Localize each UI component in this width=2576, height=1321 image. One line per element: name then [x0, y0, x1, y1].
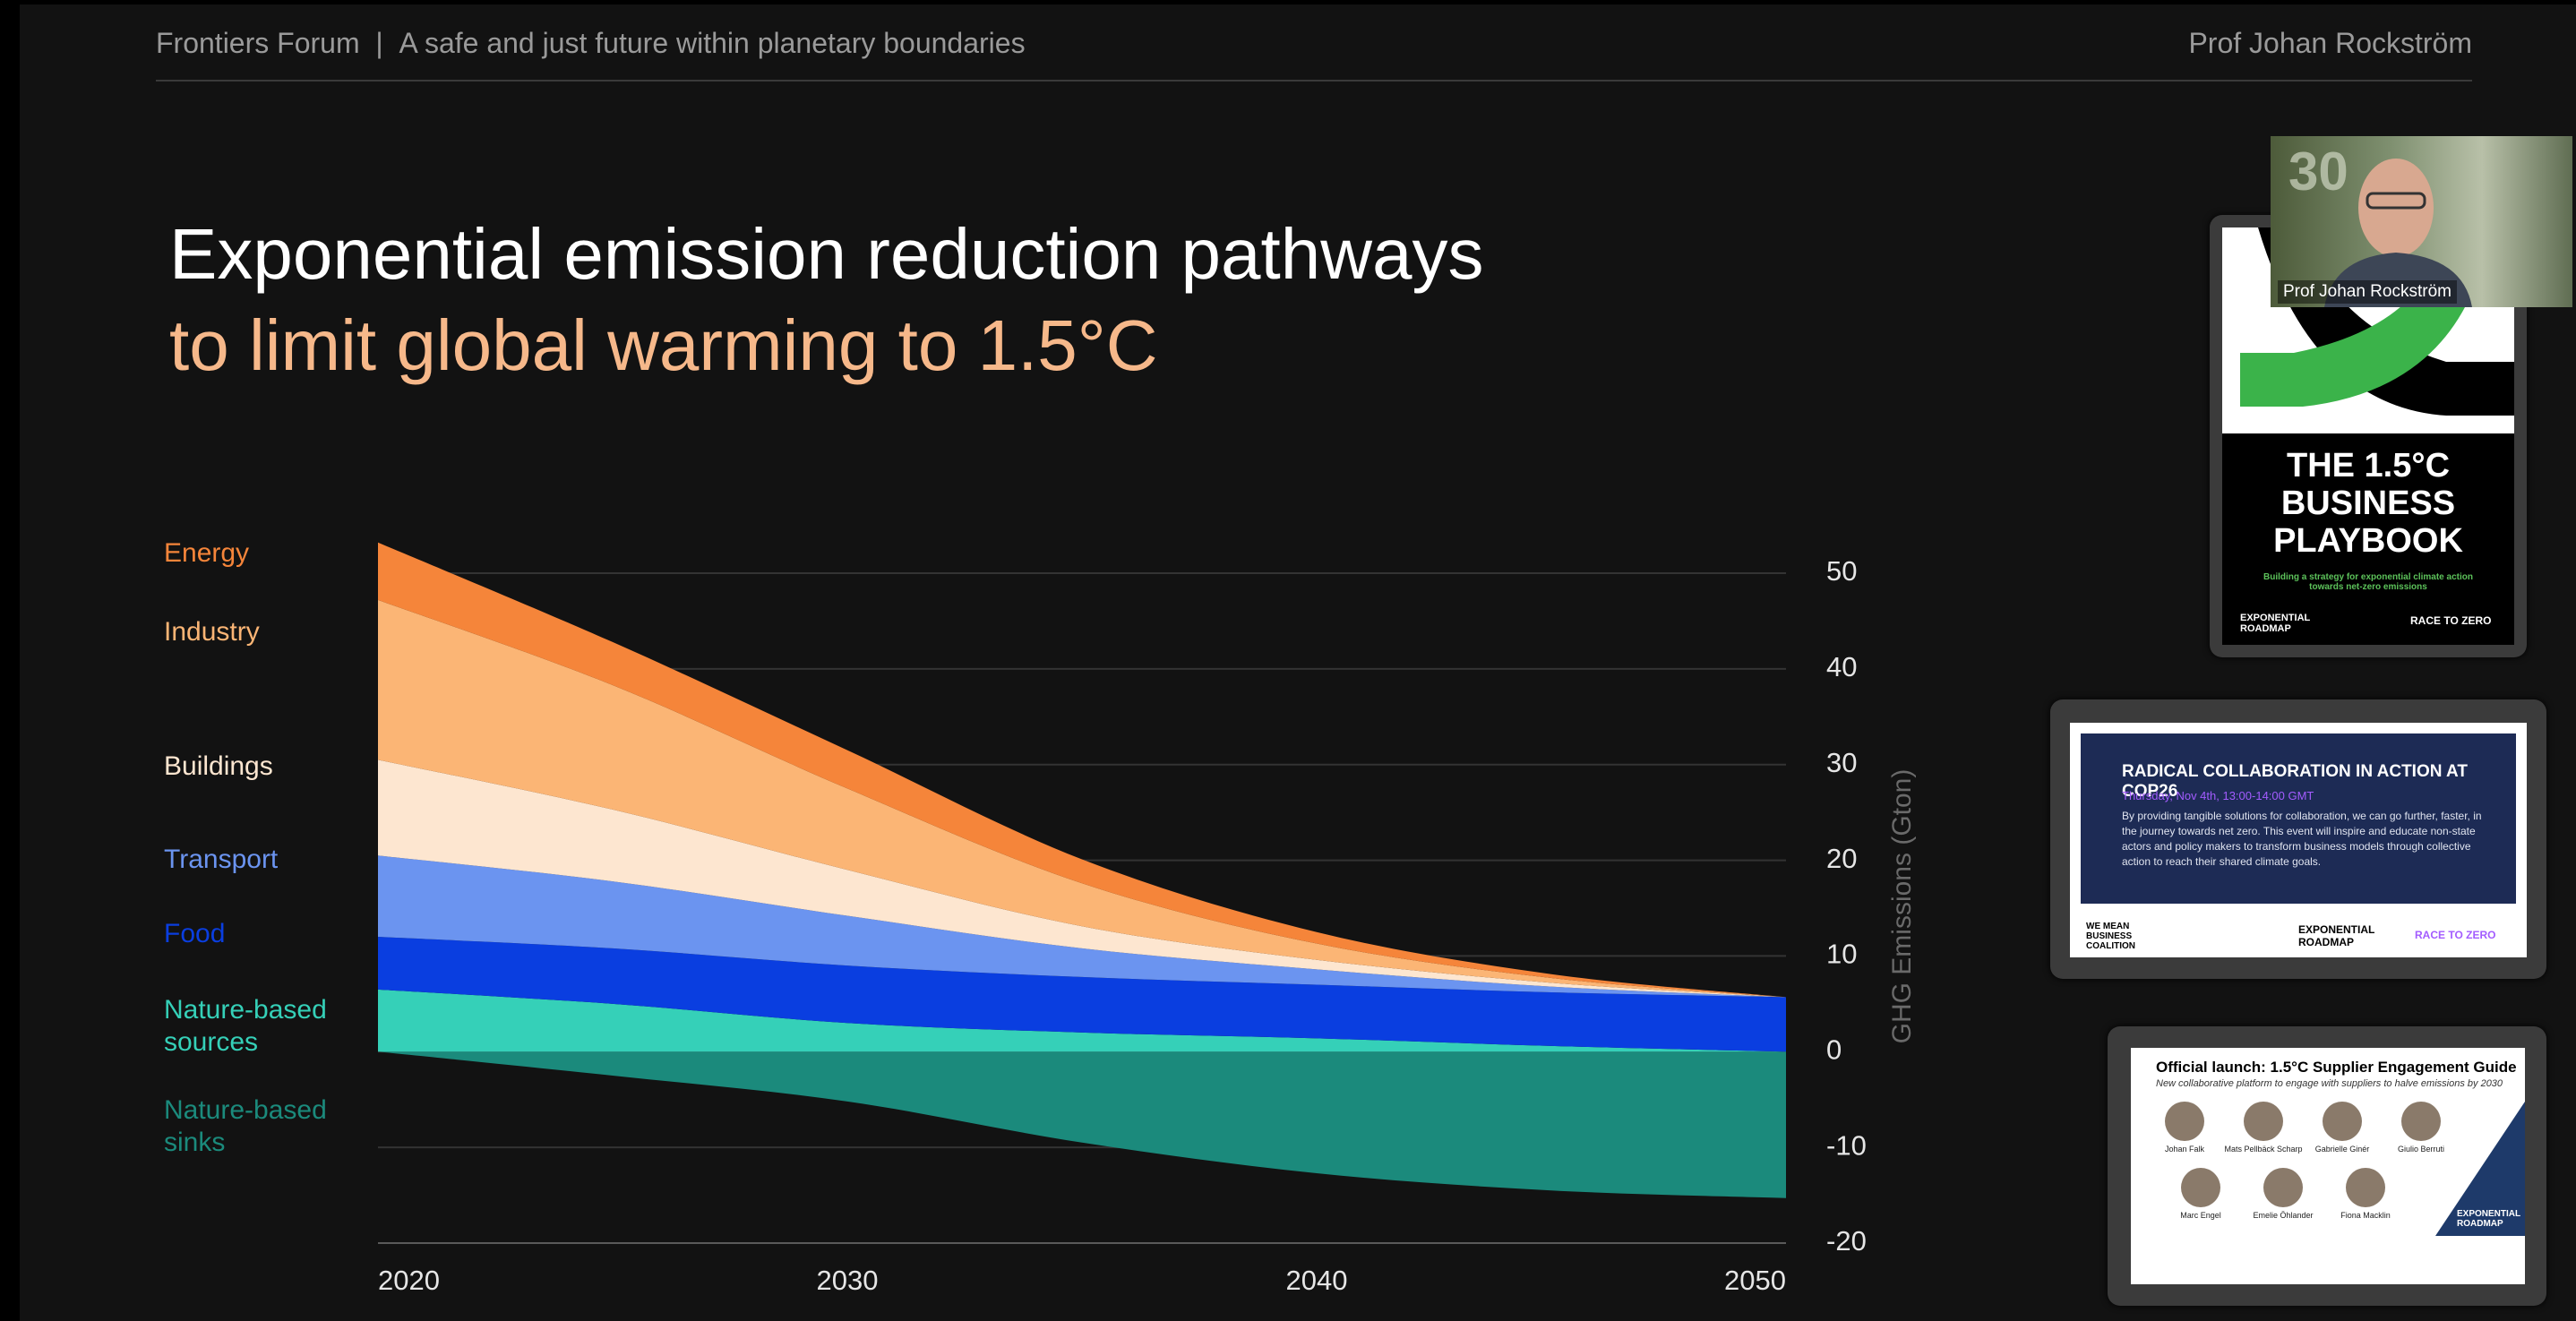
logo-text: RACE TO ZERO	[2415, 929, 2496, 941]
legend-label: Energy	[164, 538, 250, 568]
area	[378, 855, 1786, 998]
brand-text: EXPONENTIAL ROADMAP	[2457, 1209, 2520, 1229]
background-decoration: 30	[2288, 142, 2348, 202]
area	[378, 937, 1786, 1052]
speaker-photo	[2263, 1168, 2303, 1207]
y-tick-label: 20	[1826, 843, 1857, 874]
area	[378, 599, 1786, 998]
legend-label: Nature-based sources	[164, 995, 327, 1057]
x-tick-label: 2030	[817, 1265, 879, 1296]
speaker-photo	[2165, 1102, 2204, 1141]
cop26-card: RADICAL COLLABORATION IN ACTION AT COP26…	[2050, 699, 2546, 979]
supplier-subtitle: New collaborative platform to engage wit…	[2156, 1078, 2503, 1089]
x-tick-label: 2040	[1286, 1265, 1348, 1296]
x-tick-label: 2020	[378, 1265, 440, 1296]
speaker-photo	[2244, 1102, 2283, 1141]
video-person: 30	[2288, 142, 2472, 307]
playbook-title: THE 1.5°C BUSINESS PLAYBOOK	[2222, 447, 2514, 560]
y-tick-label: -20	[1826, 1225, 1867, 1257]
legend-label: Nature-based sinks	[164, 1095, 327, 1157]
supplier-title: Official launch: 1.5°C Supplier Engageme…	[2156, 1059, 2517, 1076]
speaker-name: Mats Pellbäck Scharp	[2224, 1145, 2303, 1154]
speaker-name: Gabrielle Ginér	[2314, 1145, 2370, 1154]
legend-label: Food	[164, 919, 226, 948]
speaker-name: Marc Engel	[2180, 1211, 2221, 1220]
cop26-slide: RADICAL COLLABORATION IN ACTION AT COP26…	[2070, 723, 2527, 957]
speaker-name: Giulio Berruti	[2397, 1145, 2445, 1154]
cop26-date: Thursday, Nov 4th, 13:00-14:00 GMT	[2122, 789, 2314, 802]
legend-label: Industry	[164, 617, 260, 647]
speaker-name: Fiona Macklin	[2340, 1211, 2391, 1220]
separator: |	[375, 27, 383, 59]
speaker-photo	[2401, 1102, 2441, 1141]
logo-text: EXPONENTIAL ROADMAP	[2240, 613, 2311, 634]
y-tick-label: 0	[1826, 1034, 1842, 1065]
cop26-banner: RADICAL COLLABORATION IN ACTION AT COP26…	[2081, 733, 2516, 904]
title-line: BUSINESS	[2280, 485, 2456, 522]
video-label: Prof Johan Rockström	[2278, 280, 2457, 304]
forum-title: Frontiers Forum	[156, 27, 360, 59]
video-feed: 30 Prof Johan Rockström	[2271, 136, 2572, 307]
forum-name: Frontiers Forum | A safe and just future…	[156, 27, 1026, 60]
speaker-photo	[2323, 1102, 2362, 1141]
logo-text: EXPONENTIAL ROADMAP	[2298, 923, 2375, 948]
title-line: THE 1.5°C	[2286, 447, 2451, 485]
header-rule	[156, 80, 2472, 81]
y-tick-label: 40	[1826, 651, 1857, 682]
speaker-name: Emelie Öhlander	[2253, 1211, 2314, 1220]
title-line: PLAYBOOK	[2273, 522, 2463, 560]
supplier-card: Official launch: 1.5°C Supplier Engageme…	[2108, 1026, 2546, 1306]
cop26-title: RADICAL COLLABORATION IN ACTION AT COP26	[2122, 762, 2468, 801]
slide-title: Exponential emission reduction pathways	[169, 214, 1484, 294]
x-tick-label: 2050	[1724, 1265, 1786, 1296]
speaker-name: Prof Johan Rockström	[2188, 27, 2472, 59]
speaker-photo	[2346, 1168, 2385, 1207]
logo-shape	[2240, 227, 2491, 407]
glasses	[2366, 192, 2426, 210]
brand-shape	[2435, 1102, 2525, 1236]
logo-text: WE MEAN BUSINESS COALITION	[2086, 922, 2135, 951]
speaker-name: Johan Falk	[2164, 1145, 2205, 1154]
y-tick-label: -10	[1826, 1129, 1867, 1161]
forum-subtitle: A safe and just future within planetary …	[399, 27, 1026, 59]
jacket	[2324, 253, 2472, 307]
area	[378, 1051, 1786, 1198]
speaker-photo	[2181, 1168, 2220, 1207]
brand-graphic	[2435, 1102, 2525, 1236]
y-tick-label: 50	[1826, 555, 1857, 587]
supplier-slide: Official launch: 1.5°C Supplier Engageme…	[2131, 1048, 2525, 1284]
cop26-body: By providing tangible solutions for coll…	[2122, 810, 2482, 868]
logo-text: RACE TO ZERO	[2410, 614, 2492, 627]
y-tick-label: 30	[1826, 747, 1857, 778]
y-tick-label: 10	[1826, 939, 1857, 970]
slide-subtitle: to limit global warming to 1.5°C	[169, 305, 1158, 385]
legend-label: Transport	[164, 845, 279, 874]
y-axis-label: GHG Emissions (Gton)	[1887, 769, 1917, 1044]
area	[378, 989, 1786, 1052]
area	[378, 759, 1786, 998]
playbook-tagline: Building a strategy for exponential clim…	[2263, 572, 2473, 592]
legend-label: Buildings	[164, 751, 273, 781]
